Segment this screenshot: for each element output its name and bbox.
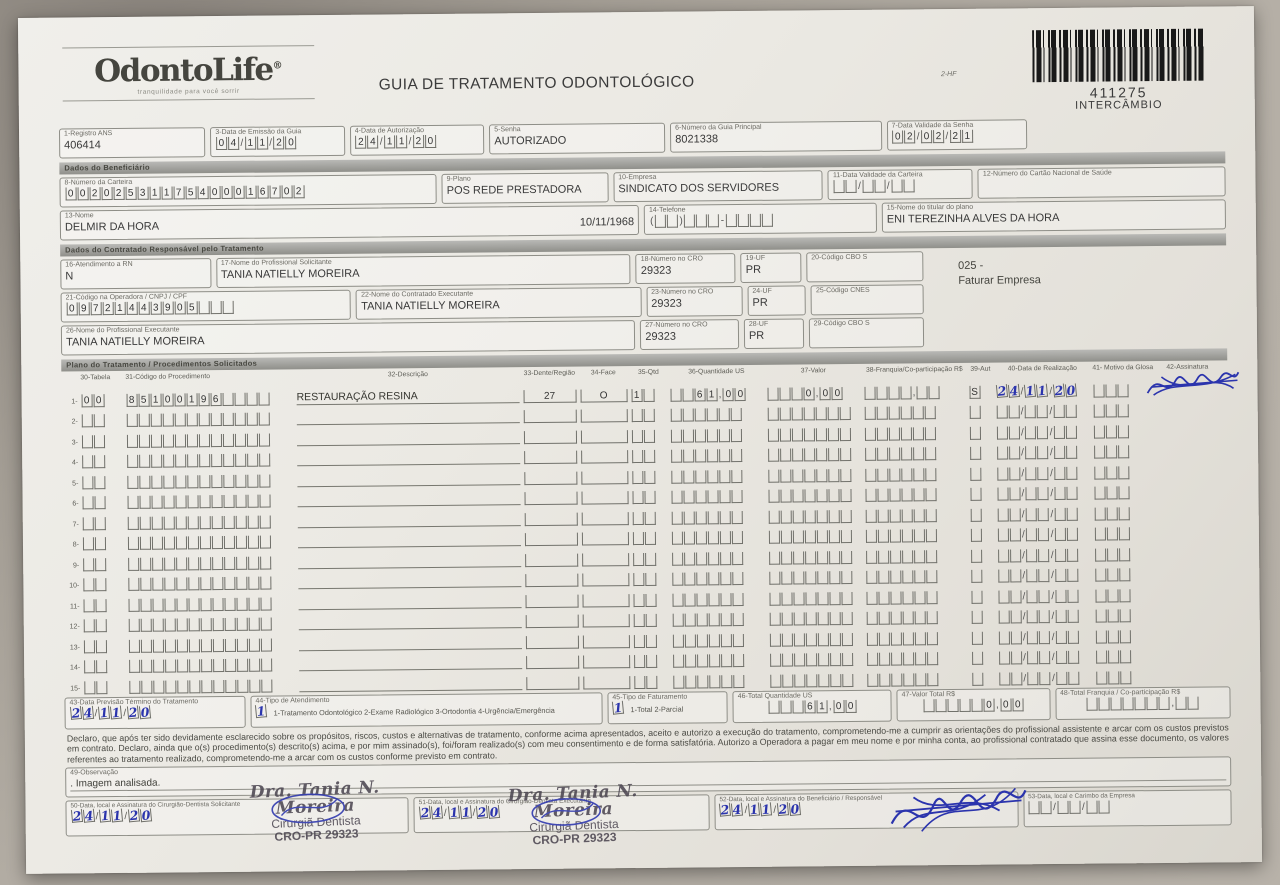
field-titular-plano: 15-Nome do titular do plano ENI TEREZINH… bbox=[881, 199, 1227, 233]
contractor-row-3: 26-Nome do Profissional Executante TANIA… bbox=[60, 317, 924, 356]
column-header: 41- Motivo da Glosa bbox=[1092, 364, 1154, 372]
field-uf-executante: 24-UF PR bbox=[747, 285, 807, 316]
field-cro-solicitante: 18-Número no CRO 29323 bbox=[635, 253, 736, 285]
field-nome-beneficiario: 13-Nome DELMIR DA HORA 10/11/1968 bbox=[59, 204, 640, 241]
signature-scribble bbox=[890, 788, 1027, 833]
field-cro-profissional-executante: 27-Número no CRO 29323 bbox=[640, 319, 740, 350]
tooth-face: O bbox=[580, 388, 628, 403]
column-header: 35-Qtd bbox=[637, 368, 659, 377]
procedure-description: RESTAURAÇÃO RESINA bbox=[296, 388, 520, 405]
field-carimbo-empresa: 53-Data, local e Carimbo da Empresa / / bbox=[1023, 789, 1232, 828]
guide-header-fields: 1-Registro ANS 406414 3-Data de Emissão … bbox=[58, 119, 1028, 159]
field-data-emissao: 3-Data de Emissão da Guia 0 4/1 1/2 0 bbox=[210, 125, 346, 158]
field-uf-solicitante: 19-UF PR bbox=[740, 252, 802, 284]
column-header: 39-Aut bbox=[970, 365, 991, 373]
signature-scribble bbox=[1146, 371, 1240, 396]
field-total-franquia: 48-Total Franquia / Co-participação R$ , bbox=[1054, 685, 1231, 720]
field-cro-executante: 23-Número no CRO 29323 bbox=[646, 286, 743, 317]
field-tipo-faturamento: 45-Tipo de Faturamento 1 1-Total 2-Parci… bbox=[607, 690, 728, 724]
treatment-rows-empty: 2- //3- //4- //5- //6- //7- //8- //9- //10- //11-… bbox=[62, 396, 1231, 694]
field-numero-guia-principal: 6-Número da Guia Principal 8021338 bbox=[670, 120, 882, 153]
scanned-form-paper: OdontoLife® tranquilidade para você sorr… bbox=[17, 6, 1263, 874]
signatures-row: 50-Data, local e Assinatura do Cirurgião… bbox=[65, 778, 1232, 848]
column-header: 38-Franquia/Co-participação R$ bbox=[865, 365, 963, 374]
field-telefone: 14-Telefone () - bbox=[643, 202, 877, 235]
column-header: 40-Data de Realização bbox=[1007, 364, 1077, 373]
field-assinatura-solicitante: 50-Data, local e Assinatura do Cirurgião… bbox=[65, 797, 410, 837]
barcode-icon bbox=[1032, 28, 1205, 83]
field-validade-carteira: 11-Data Validade da Carteira / / bbox=[827, 168, 974, 201]
column-header: 34-Face bbox=[590, 369, 616, 377]
field-contratado-executante: 22-Nome do Contratado Executante TANIA N… bbox=[355, 286, 642, 320]
column-header: 33-Dente/Região bbox=[523, 369, 576, 378]
field-cbo-solicitante: 20-Código CBO S bbox=[806, 251, 924, 283]
field-cnes: 25-Código CNES bbox=[810, 284, 924, 316]
form-header: OdontoLife® tranquilidade para você sorr… bbox=[58, 26, 1225, 125]
column-header: 32-Descrição bbox=[387, 371, 428, 379]
row1-signature-area bbox=[1146, 371, 1240, 397]
treatment-table: 30-Tabela 31-Código do Procedimento 32-D… bbox=[61, 363, 1240, 694]
field-assinatura-beneficiario: 52-Data, local e Assinatura do Beneficiá… bbox=[714, 788, 1027, 833]
form-small-code: 2-HF bbox=[940, 70, 957, 79]
field-profissional-solicitante: 17-Nome do Profissional Solicitante TANI… bbox=[215, 254, 631, 289]
beneficiary-birthdate: 10/11/1968 bbox=[579, 216, 635, 229]
column-header: 36-Quantidade US bbox=[688, 367, 745, 376]
beneficiary-name: DELMIR DA HORA bbox=[64, 220, 160, 234]
column-header: 37-Valor bbox=[800, 367, 826, 375]
field-registro-ans: 1-Registro ANS 406414 bbox=[58, 127, 206, 159]
field-tipo-atendimento: 44-Tipo de Atendimento 1 1-Tratamento Od… bbox=[250, 691, 603, 728]
column-header: 30-Tabela bbox=[80, 374, 111, 382]
field-profissional-executante: 26-Nome do Profissional Executante TANIA… bbox=[60, 320, 636, 356]
contractor-row-1: 16-Atendimento a RN N 17-Nome do Profiss… bbox=[60, 251, 924, 290]
field-cbo-executante: 29-Código CBO S bbox=[808, 317, 924, 349]
field-plano: 9-Plano POS REDE PRESTADORA bbox=[441, 172, 609, 204]
column-header: 31-Código do Procedimento bbox=[125, 373, 211, 381]
field-atendimento-rn: 16-Atendimento a RN N bbox=[60, 258, 212, 290]
field-uf-profissional-executante: 28-UF PR bbox=[743, 318, 804, 349]
barcode-block: 411275 INTERCÂMBIO bbox=[1026, 28, 1211, 113]
field-empresa: 10-Empresa SINDICATO DOS SERVIDORES bbox=[613, 170, 824, 203]
billing-note: 025 - Faturar Empresa bbox=[958, 259, 1041, 287]
barcode-label: INTERCÂMBIO bbox=[1075, 98, 1163, 112]
field-previsao-termino: 43-Data Previsão Término do Tratamento 2… bbox=[64, 695, 246, 730]
registered-mark-icon: ® bbox=[272, 60, 283, 72]
field-validade-senha: 7-Data Validade da Senha 0 2/0 2/2 1 bbox=[886, 119, 1028, 151]
field-data-autorizacao: 4-Data de Autorização 2 4/1 1/2 0 bbox=[349, 124, 485, 156]
field-senha: 5-Senha AUTORIZADO bbox=[489, 122, 666, 155]
contractor-block: 16-Atendimento a RN N 17-Nome do Profiss… bbox=[60, 248, 1227, 356]
field-assinatura-executante: 51-Data, local e Assinatura do Cirurgião… bbox=[413, 794, 710, 834]
tooth-region: 27 bbox=[523, 389, 577, 403]
field-cartao-nacional-saude: 12-Número do Cartão Nacional de Saúde bbox=[977, 166, 1226, 199]
